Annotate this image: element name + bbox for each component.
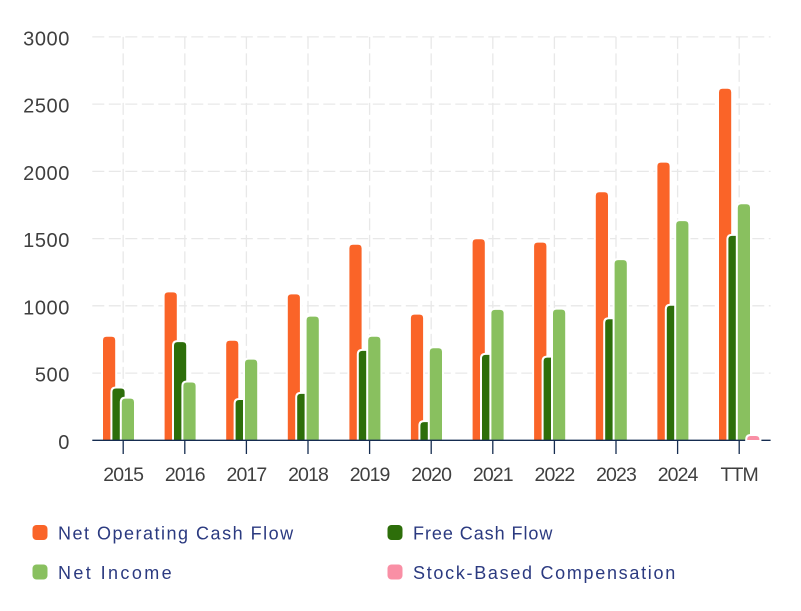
svg-text:2016: 2016 bbox=[165, 464, 205, 486]
svg-text:0: 0 bbox=[58, 432, 70, 454]
svg-text:2021: 2021 bbox=[473, 464, 513, 486]
svg-text:500: 500 bbox=[35, 365, 70, 387]
svg-text:Net Income: Net Income bbox=[58, 563, 174, 583]
svg-text:2024: 2024 bbox=[658, 464, 699, 486]
svg-text:2015: 2015 bbox=[103, 464, 144, 486]
svg-text:Net Operating Cash Flow: Net Operating Cash Flow bbox=[58, 524, 295, 544]
svg-text:2023: 2023 bbox=[596, 464, 636, 486]
svg-text:3000: 3000 bbox=[23, 28, 70, 50]
svg-text:2020: 2020 bbox=[411, 464, 452, 486]
svg-text:1500: 1500 bbox=[23, 230, 70, 252]
svg-text:2500: 2500 bbox=[23, 96, 70, 118]
svg-text:Stock-Based Compensation: Stock-Based Compensation bbox=[413, 563, 677, 583]
svg-text:TTM: TTM bbox=[721, 464, 758, 486]
svg-text:Free Cash Flow: Free Cash Flow bbox=[413, 524, 553, 544]
svg-text:1000: 1000 bbox=[23, 297, 70, 319]
svg-text:2018: 2018 bbox=[288, 464, 328, 486]
svg-text:2017: 2017 bbox=[227, 464, 267, 486]
svg-text:2019: 2019 bbox=[350, 464, 390, 486]
svg-text:2000: 2000 bbox=[23, 163, 70, 185]
svg-text:2022: 2022 bbox=[535, 464, 575, 486]
